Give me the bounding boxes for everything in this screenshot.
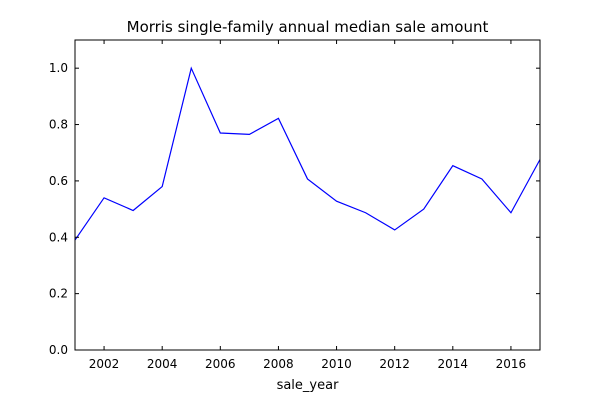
y-tick-label: 0.2: [49, 287, 68, 301]
plot-area: [74, 66, 541, 241]
x-tick-label: 2014: [438, 357, 469, 371]
series-line: [74, 66, 541, 241]
x-tick-label: 2008: [263, 357, 294, 371]
x-tick-label: 2006: [205, 357, 236, 371]
y-tick-label: 1.0: [49, 61, 68, 75]
y-tick-label: 0.4: [49, 230, 68, 244]
y-tick-label: 0.8: [49, 118, 68, 132]
plot-frame: [74, 39, 541, 351]
x-tick-label: 2010: [321, 357, 352, 371]
x-tick-label: 2012: [379, 357, 410, 371]
y-tick-label: 0.6: [49, 174, 68, 188]
y-tick-label: 0.0: [49, 343, 68, 357]
x-tick-label: 2016: [496, 357, 527, 371]
x-tick-label: 2004: [147, 357, 178, 371]
chart-title: Morris single-family annual median sale …: [127, 18, 489, 36]
axis-ticks: 2002 2004 2006 2008 2010 2012 2014 2016 0.0 0.2 0.…: [49, 40, 540, 371]
x-tick-label: 2002: [89, 357, 120, 371]
x-axis-label: sale_year: [277, 378, 340, 393]
